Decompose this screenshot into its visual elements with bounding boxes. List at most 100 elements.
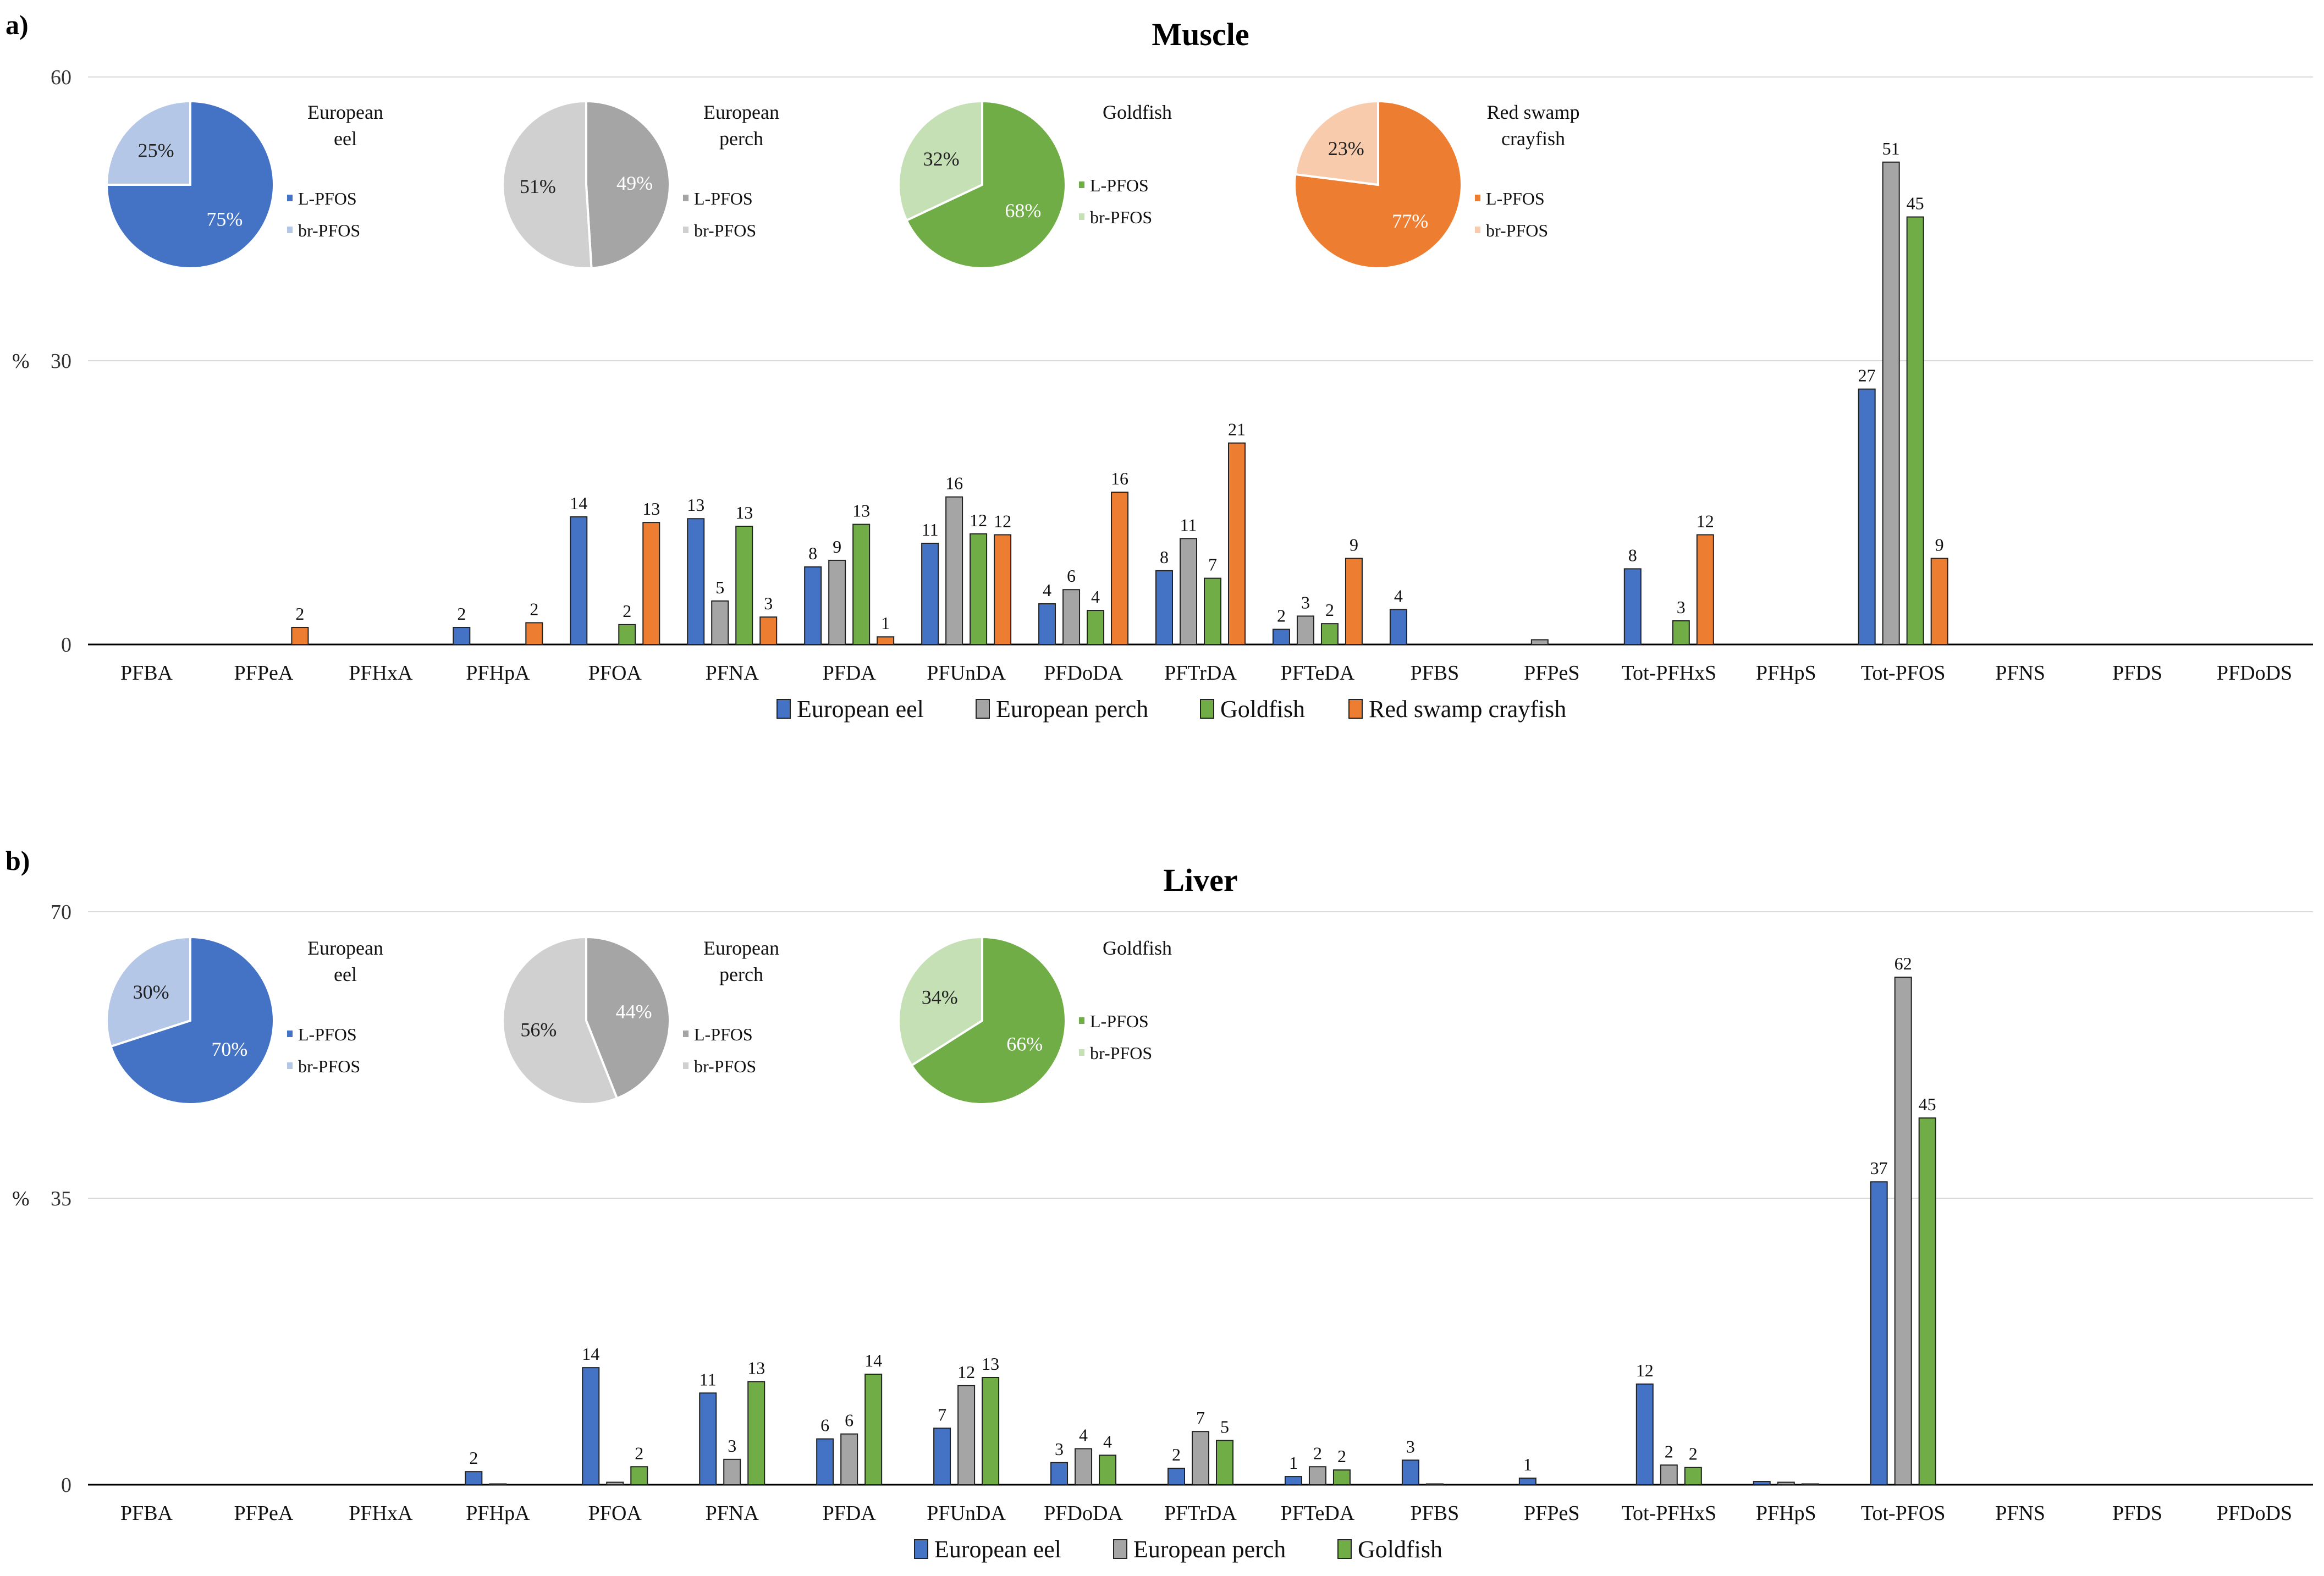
data-label: 2 [469, 1448, 478, 1468]
y-tick-label: 35 [51, 1187, 71, 1210]
data-label: 2 [1313, 1443, 1322, 1463]
x-tick-label: PFHpA [466, 662, 530, 685]
data-label: 51 [1882, 139, 1900, 158]
bar-european-eel-tot-pfhxs [1635, 1383, 1654, 1486]
bar-european-eel-pfteda [1284, 1476, 1302, 1485]
x-tick-label: PFHpS [1756, 1502, 1816, 1525]
bar-european-eel-pfoa [582, 1367, 600, 1485]
pie-goldfish: 66% 34% Goldfish L-PFOS br-PFOS [897, 935, 1172, 1105]
data-label: 2 [1337, 1446, 1346, 1466]
data-label: 2 [1689, 1444, 1698, 1464]
pie-slice-branched [897, 935, 983, 1067]
pie-title: European [307, 937, 383, 959]
pie-legend-swatch-branched [1079, 213, 1084, 220]
x-tick-label: PFOA [588, 1502, 642, 1525]
bar-goldfish-tot-pfhxs [1672, 620, 1690, 645]
pie-title: Goldfish [1103, 937, 1172, 959]
pie-branched-pct: 56% [520, 1019, 557, 1041]
pie-european-eel: 70% 30% European eel L-PFOS br-PFOS [106, 935, 383, 1105]
data-label: 16 [945, 473, 963, 493]
x-tick-label: Tot-PFOS [1861, 662, 1946, 685]
pie-slice-linear [1293, 100, 1463, 269]
x-tick-label: PFNA [706, 1502, 759, 1525]
data-label: 2 [530, 599, 538, 619]
x-tick-label: PFTrDA [1164, 1502, 1237, 1525]
pie-legend-swatch-branched [1079, 1049, 1084, 1056]
pie-legend-linear: L-PFOS [694, 189, 753, 208]
bar-european-eel-pfna [699, 1392, 717, 1486]
bar-goldfish-pfna [747, 1381, 766, 1485]
data-label: 12 [994, 511, 1011, 531]
data-label: 13 [747, 1358, 765, 1377]
pie-slice-linear [585, 100, 671, 269]
pie-title: eel [334, 128, 357, 150]
data-label: 9 [833, 537, 841, 556]
bar-european-eel-pfdoda [1038, 603, 1056, 646]
pie-legend-swatch-linear [1079, 1017, 1084, 1024]
bar-european-eel-tot-pfos [1858, 388, 1876, 645]
x-tick-label: PFPeA [234, 1502, 294, 1525]
bar-goldfish-pfdoda [1099, 1454, 1117, 1485]
data-label: 7 [938, 1404, 946, 1424]
data-label: 4 [1394, 586, 1403, 605]
pie-linear-pct: 75% [206, 208, 243, 230]
pie-legend-branched: br-PFOS [298, 221, 360, 240]
pie-title: European [703, 101, 779, 123]
bar-european-perch-pfhpa [489, 1483, 507, 1486]
data-label: 5 [715, 577, 724, 597]
data-label: 12 [957, 1362, 975, 1382]
pie-linear-pct: 44% [616, 1000, 652, 1022]
bar-european-eel-pfunda [933, 1428, 951, 1485]
x-tick-label: PFOA [588, 662, 642, 685]
bar-european-perch-pfbs [1425, 1483, 1444, 1486]
pie-linear-pct: 49% [616, 172, 653, 194]
bar-european-perch-pfdoda [1062, 589, 1081, 645]
bar-european-perch-pfna [723, 1458, 741, 1485]
legend-swatch-red-swamp-crayfish [1348, 699, 1363, 719]
bar-european-perch-pftrda [1180, 538, 1197, 645]
data-label: 16 [1111, 469, 1128, 488]
x-tick-label: PFPeA [234, 662, 294, 685]
bar-european-perch-pfda [840, 1433, 858, 1485]
bar-red-swamp-crayfish-pfdoda [1111, 492, 1129, 646]
pie-red-swamp-crayfish: 77% 23% Red swamp crayfish L-PFOS br-PFOS [1293, 100, 1579, 269]
pie-title: Goldfish [1103, 101, 1172, 123]
x-tick-label: PFHxA [349, 1502, 413, 1525]
legend-swatch-european-eel [776, 699, 791, 719]
x-tick-label: PFDoDA [1044, 1502, 1123, 1525]
data-label: 8 [808, 543, 817, 563]
pie-legend-linear: L-PFOS [1090, 175, 1149, 195]
data-label: 13 [735, 503, 753, 522]
x-tick-label: PFTeDA [1281, 1502, 1355, 1525]
data-label: 2 [295, 604, 304, 624]
pie-legend-branched: br-PFOS [694, 221, 756, 240]
data-label: 4 [1043, 580, 1051, 600]
bar-european-perch-tot-pfos [1882, 161, 1900, 645]
pie-legend-linear: L-PFOS [298, 189, 357, 208]
pie-legend-linear: L-PFOS [694, 1024, 753, 1044]
data-label: 2 [1665, 1441, 1673, 1461]
data-label: 3 [1055, 1439, 1064, 1459]
x-tick-label: PFHpS [1756, 662, 1816, 685]
pie-title: European [307, 101, 383, 123]
data-label: 13 [852, 501, 870, 521]
pie-title: crayfish [1501, 128, 1565, 150]
bar-european-eel-pfhpa [453, 627, 471, 646]
bar-goldfish-pfna [735, 526, 753, 645]
data-label: 9 [1935, 534, 1944, 554]
x-tick-label: PFDoDA [1044, 662, 1123, 685]
pie-slice-branched [502, 935, 619, 1105]
data-label: 2 [1277, 605, 1286, 625]
pie-legend-swatch-linear [683, 195, 689, 201]
x-tick-label: PFBA [120, 662, 173, 685]
bar-goldfish-pfda [864, 1374, 883, 1486]
data-label: 21 [1228, 420, 1246, 439]
bar-red-swamp-crayfish-pfda [877, 636, 895, 645]
bar-european-eel-pfna [687, 518, 705, 645]
y-axis-label: % [12, 1187, 30, 1210]
data-label: 5 [1220, 1417, 1229, 1437]
x-tick-label: PFDS [2112, 1502, 2162, 1525]
data-label: 3 [1406, 1436, 1415, 1456]
data-label: 2 [623, 601, 631, 621]
bar-goldfish-pfteda [1320, 623, 1339, 646]
